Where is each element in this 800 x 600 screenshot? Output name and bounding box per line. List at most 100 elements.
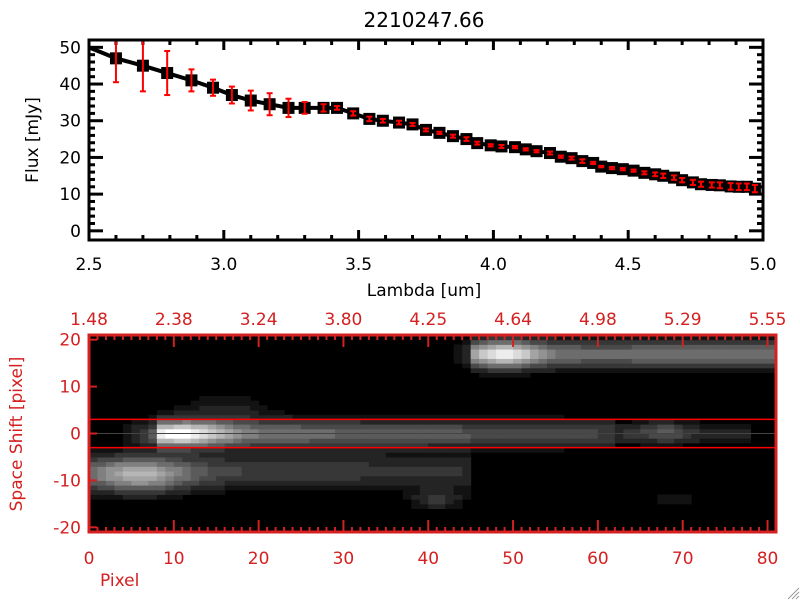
heatmap-cell bbox=[691, 433, 701, 439]
heatmap-cell bbox=[284, 452, 294, 458]
heatmap-cell bbox=[572, 349, 582, 355]
heatmap-cell bbox=[597, 344, 607, 350]
heatmap-cell bbox=[674, 428, 684, 434]
heatmap-cell bbox=[199, 461, 209, 467]
heatmap-cell bbox=[97, 447, 107, 453]
heatmap-cell bbox=[360, 433, 370, 439]
heatmap-cell bbox=[657, 349, 667, 355]
heatmap-cell bbox=[725, 433, 735, 439]
heatmap-cell bbox=[572, 442, 582, 449]
heatmap-cell bbox=[385, 485, 395, 491]
heatmap-cell bbox=[725, 358, 735, 364]
heatmap-cell bbox=[182, 452, 192, 458]
heatmap-cell bbox=[351, 480, 361, 486]
heatmap-cell bbox=[207, 419, 217, 425]
heatmap-cell bbox=[275, 414, 285, 420]
heatmap-cell bbox=[708, 344, 718, 350]
heatmap-cell bbox=[377, 433, 387, 439]
heatmap-cell bbox=[555, 353, 565, 359]
heatmap-cell bbox=[148, 471, 158, 477]
heatmap-cell bbox=[368, 424, 378, 430]
heatmap-cell bbox=[89, 452, 98, 458]
heatmap-cell bbox=[326, 475, 336, 481]
heatmap-cell bbox=[334, 485, 344, 491]
heatmap-cell bbox=[453, 358, 463, 364]
heatmap-cell bbox=[216, 424, 226, 430]
heatmap-cell bbox=[657, 438, 667, 444]
heatmap-cell bbox=[665, 353, 675, 359]
heatmap-cell bbox=[97, 494, 107, 500]
heatmap-cell bbox=[216, 414, 226, 420]
heatmap-cell bbox=[122, 433, 132, 439]
heatmap-cell bbox=[377, 475, 387, 481]
heatmap-cell bbox=[385, 433, 395, 439]
heatmap-cell bbox=[716, 363, 726, 369]
heatmap-cell bbox=[275, 452, 285, 458]
heatmap-cell bbox=[580, 438, 590, 444]
heatmap-cell bbox=[436, 499, 446, 505]
heatmap-cell bbox=[428, 475, 438, 481]
heatmap-cell bbox=[631, 367, 641, 374]
heatmap-cell bbox=[173, 447, 183, 453]
heatmap-cell bbox=[343, 424, 353, 430]
heatmap-cell bbox=[241, 461, 251, 467]
heatmap-cell bbox=[199, 475, 209, 481]
heatmap-cell bbox=[216, 405, 226, 411]
heatmap-cell bbox=[750, 353, 760, 359]
heatmap-cell bbox=[207, 471, 217, 477]
heatmap-cell bbox=[428, 480, 438, 486]
heatmap-cell bbox=[470, 424, 480, 430]
heatmap-cell bbox=[640, 353, 650, 359]
heatmap-cell bbox=[224, 405, 234, 411]
heatmap-cell bbox=[572, 419, 582, 425]
heatmap-cell bbox=[131, 456, 141, 463]
heatmap-cell bbox=[504, 344, 514, 350]
heatmap-cell bbox=[190, 405, 200, 411]
chart-title: 2210247.66 bbox=[364, 8, 485, 32]
heatmap-cell bbox=[589, 344, 599, 350]
heatmap-cell bbox=[377, 471, 387, 477]
heatmap-cell bbox=[657, 367, 667, 374]
heatmap-cell bbox=[241, 452, 251, 458]
heatmap-cell bbox=[479, 424, 489, 430]
heatmap-cell bbox=[402, 494, 412, 500]
heatmap-cell bbox=[385, 424, 395, 430]
heatmap-cell bbox=[453, 503, 463, 510]
heatmap-cell bbox=[453, 442, 463, 449]
heatmap-cell bbox=[148, 480, 158, 486]
heatmap-cell bbox=[139, 471, 149, 477]
heatmap-cell bbox=[411, 499, 421, 505]
heatmap-cell bbox=[648, 428, 658, 434]
heatmap-cell bbox=[419, 499, 429, 505]
heatmap-cell bbox=[733, 335, 743, 341]
heatmap-cell bbox=[530, 358, 540, 364]
heatmap-cell bbox=[733, 339, 743, 345]
resize-grip-icon[interactable] bbox=[787, 587, 800, 600]
heatmap-cell bbox=[139, 419, 149, 425]
heatmap-cell bbox=[623, 433, 633, 439]
heatmap-cell bbox=[343, 485, 353, 491]
heatmap-cell bbox=[207, 428, 217, 434]
heatmap-cell bbox=[453, 466, 463, 472]
heatmap-cell bbox=[284, 466, 294, 472]
heatmap-cell bbox=[284, 419, 294, 425]
heatmap-cell bbox=[241, 410, 251, 416]
heatmap-cell bbox=[122, 494, 132, 500]
heatmap-cell bbox=[394, 447, 404, 453]
heatmap-cell bbox=[665, 433, 675, 439]
heatmap-cell bbox=[479, 339, 489, 345]
heatmap-cell bbox=[742, 433, 752, 439]
heatmap-cell bbox=[190, 442, 200, 449]
heatmap-cell bbox=[309, 428, 319, 434]
heatmap-cell bbox=[402, 414, 412, 420]
heatmap-cell bbox=[258, 485, 268, 491]
heatmap-cell bbox=[301, 480, 311, 486]
heatmap-cell bbox=[479, 335, 489, 341]
heatmap-cell bbox=[224, 442, 234, 449]
heatmap-cell bbox=[479, 438, 489, 444]
heatmap-cell bbox=[513, 353, 523, 359]
heatmap-cell bbox=[267, 438, 277, 444]
heatmap-cell bbox=[547, 367, 556, 374]
heatmap-cell bbox=[682, 349, 692, 355]
heatmap-cell bbox=[250, 456, 260, 463]
